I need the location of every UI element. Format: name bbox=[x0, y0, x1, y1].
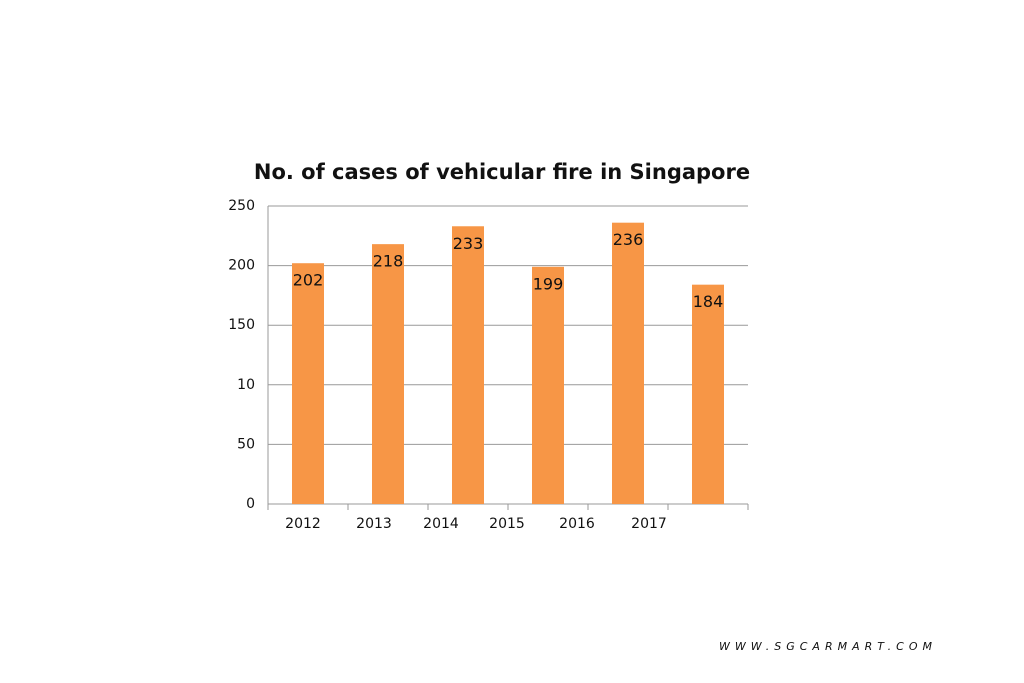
data-label: 184 bbox=[693, 292, 724, 311]
bar bbox=[452, 226, 484, 504]
y-tick-label: 150 bbox=[228, 317, 255, 333]
x-tick-label: 2014 bbox=[423, 516, 459, 532]
data-label: 218 bbox=[373, 252, 404, 271]
bar bbox=[532, 266, 564, 504]
x-tick-label: 2016 bbox=[559, 516, 595, 532]
x-tick-label: 2013 bbox=[356, 516, 392, 532]
x-tick-label: 2012 bbox=[285, 516, 321, 532]
bar bbox=[372, 244, 404, 505]
y-tick-label: 250 bbox=[228, 198, 255, 214]
data-label: 199 bbox=[533, 274, 564, 293]
data-label: 236 bbox=[613, 230, 644, 249]
y-tick-label: 200 bbox=[228, 258, 255, 274]
data-label: 233 bbox=[453, 234, 484, 253]
bar bbox=[292, 263, 324, 504]
bar bbox=[692, 284, 724, 504]
x-tick-label: 2015 bbox=[489, 516, 525, 532]
chart-title: No. of cases of vehicular fire in Singap… bbox=[254, 160, 750, 184]
y-tick-label: 10 bbox=[237, 377, 255, 393]
data-label: 202 bbox=[293, 271, 324, 290]
watermark: WWW.SGCARMART.COM bbox=[719, 640, 937, 653]
y-tick-label: 50 bbox=[237, 436, 255, 452]
x-tick-label: 2017 bbox=[631, 516, 667, 532]
y-tick-label: 0 bbox=[246, 496, 255, 512]
bar bbox=[612, 222, 644, 505]
